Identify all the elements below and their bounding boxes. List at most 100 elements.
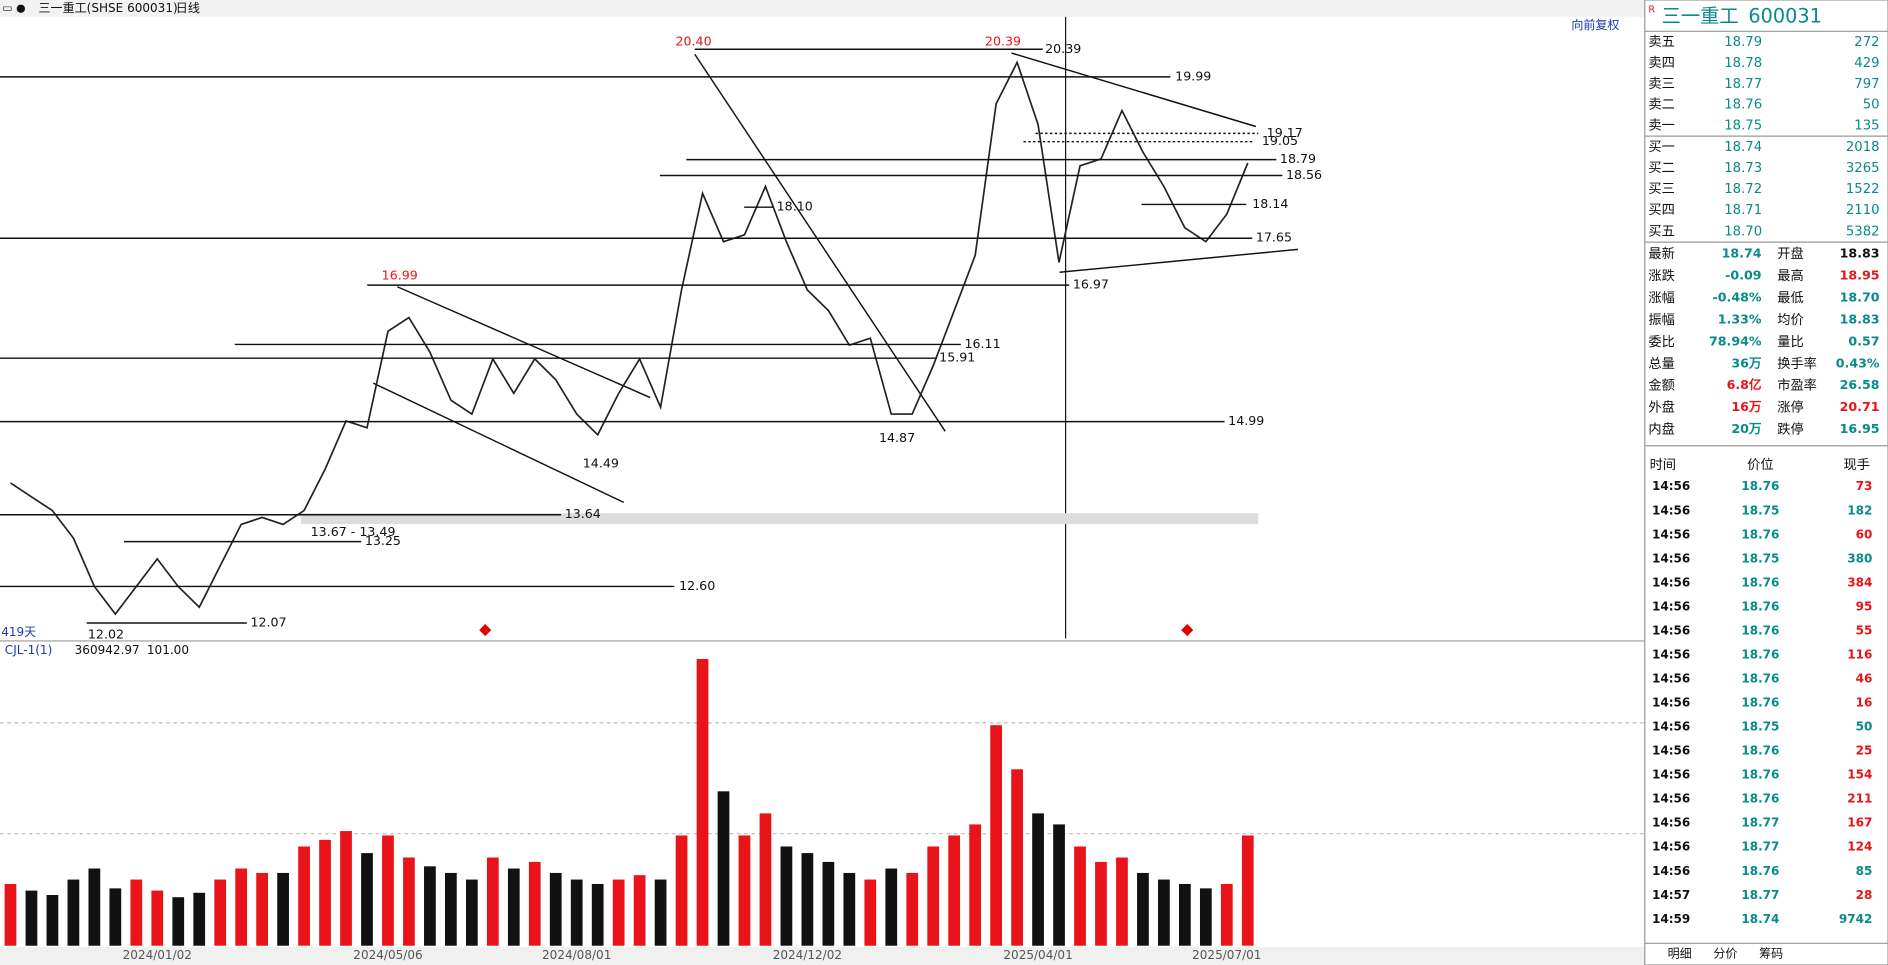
stat-value: 18.95	[1840, 268, 1880, 283]
volume-bar	[822, 861, 835, 946]
trade-price: 18.76	[1741, 647, 1779, 661]
volume-bar	[948, 835, 961, 946]
trade-time: 14:56	[1652, 479, 1690, 493]
trade-price: 18.75	[1741, 551, 1779, 565]
volume-bar	[361, 853, 373, 946]
trade-volume: 50	[1856, 720, 1873, 734]
trade-price: 18.77	[1741, 816, 1779, 830]
trade-volume: 55	[1856, 623, 1873, 637]
volume-bar	[780, 846, 793, 946]
volume-bar	[1032, 813, 1044, 946]
trade-time: 14:56	[1652, 527, 1690, 541]
stat-value: 78.94%	[1709, 333, 1762, 348]
trade-price: 18.76	[1741, 696, 1779, 710]
stat-label: 总量	[1648, 356, 1674, 372]
trade-price: 18.76	[1741, 599, 1779, 613]
book-price: 18.79	[1724, 35, 1762, 50]
book-price: 18.74	[1724, 140, 1762, 155]
tab[interactable]: 筹码	[1759, 947, 1783, 961]
volume-bar	[256, 872, 269, 946]
stat-label: 涨跌	[1648, 268, 1674, 284]
book-price: 18.72	[1724, 182, 1762, 197]
stat-value: 26.58	[1840, 377, 1880, 392]
stat-value: 18.83	[1840, 311, 1880, 326]
volume-bar	[235, 868, 248, 946]
stat-label: 外盘	[1648, 399, 1674, 416]
trade-volume: 384	[1847, 575, 1872, 589]
trade-price: 18.77	[1741, 888, 1779, 902]
book-price: 18.75	[1724, 119, 1762, 134]
stat-value: 1.33%	[1718, 311, 1762, 326]
trade-price: 18.75	[1741, 503, 1779, 517]
volume-bar	[4, 883, 17, 946]
trade-time: 14:56	[1652, 503, 1690, 517]
trade-price: 18.76	[1741, 623, 1779, 637]
stat-value: 20万	[1731, 421, 1762, 436]
book-label: 卖五	[1648, 34, 1674, 50]
stat-label: 开盘	[1777, 245, 1803, 262]
stat-label: 涨停	[1777, 399, 1803, 416]
volume-bar	[193, 892, 206, 946]
trend-line	[372, 382, 625, 504]
volume-bar	[969, 824, 982, 946]
book-label: 买二	[1648, 160, 1674, 176]
stat-label: 委比	[1648, 334, 1674, 350]
volume-bar	[633, 875, 646, 946]
volume-bar	[570, 879, 583, 946]
trend-line	[694, 53, 946, 432]
volume-bar	[885, 868, 898, 946]
trade-price: 18.76	[1741, 744, 1779, 758]
volume-bar	[1116, 857, 1128, 946]
trade-price: 18.77	[1741, 840, 1779, 854]
volume-bar	[654, 879, 667, 946]
book-label: 卖一	[1648, 118, 1674, 134]
volume-bar	[927, 846, 940, 946]
volume-bar	[67, 879, 80, 946]
book-volume: 5382	[1846, 224, 1880, 239]
volume-bar	[1074, 846, 1086, 946]
stat-value: -0.09	[1725, 268, 1761, 283]
volume-bar	[1220, 883, 1233, 946]
volume-bar	[1011, 769, 1023, 946]
trade-time: 14:56	[1652, 864, 1690, 878]
trade-volume: 211	[1847, 792, 1872, 806]
volume-bar	[319, 839, 331, 946]
book-label: 卖三	[1648, 76, 1674, 92]
trade-time: 14:56	[1652, 744, 1690, 758]
book-price: 18.70	[1724, 224, 1762, 239]
volume-bar	[1199, 888, 1212, 946]
volume-bar	[906, 872, 919, 946]
book-label: 卖二	[1648, 97, 1674, 113]
date-label: 2025/04/01	[1003, 948, 1072, 962]
indicator-name[interactable]: CJL-1(1)	[5, 643, 52, 657]
volume-bar	[1137, 872, 1149, 946]
trade-time: 14:56	[1652, 768, 1690, 782]
book-volume: 797	[1854, 77, 1879, 92]
low-label: 14.87	[879, 430, 915, 445]
low-label: 14.49	[583, 455, 619, 470]
book-label: 买五	[1648, 223, 1674, 239]
stat-value: 6.8亿	[1727, 377, 1762, 392]
price-line	[10, 60, 1249, 616]
stat-value: -0.48%	[1713, 290, 1762, 305]
period[interactable]: 日线	[176, 1, 200, 15]
stat-label: 市盈率	[1777, 377, 1817, 394]
stat-label: 均价	[1777, 312, 1803, 328]
adjust-mode[interactable]: 向前复权	[1571, 17, 1619, 32]
volume-bar	[759, 813, 772, 946]
toolbar-icon[interactable]: ▭ ●	[2, 1, 25, 14]
volume-bar	[298, 846, 310, 946]
stat-label: 最高	[1777, 267, 1803, 284]
trade-volume: 16	[1856, 696, 1873, 710]
trade-time: 14:56	[1652, 671, 1690, 685]
book-volume: 50	[1863, 98, 1880, 113]
volume-bar	[403, 857, 415, 946]
trade-volume: 60	[1856, 527, 1873, 541]
trade-volume: 124	[1847, 840, 1872, 854]
level-label: 13.64	[565, 506, 601, 521]
tab[interactable]: 分价	[1713, 947, 1737, 961]
trade-time: 14:56	[1652, 599, 1690, 613]
trade-price: 18.76	[1741, 768, 1779, 782]
tab[interactable]: 明细	[1668, 947, 1692, 961]
